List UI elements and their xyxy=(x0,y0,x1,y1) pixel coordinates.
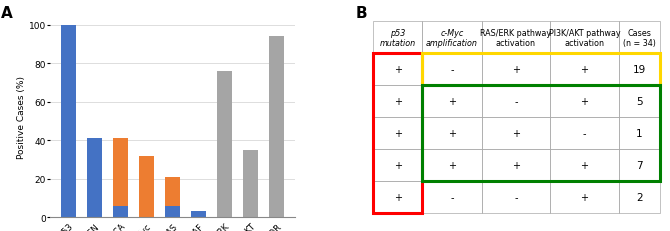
Bar xyxy=(550,22,619,54)
Bar xyxy=(165,177,180,206)
Bar xyxy=(373,149,422,181)
Text: +: + xyxy=(512,160,520,170)
Bar xyxy=(165,206,180,217)
Bar xyxy=(422,149,482,181)
Text: +: + xyxy=(448,129,456,139)
Bar xyxy=(373,118,422,149)
Text: 2: 2 xyxy=(636,192,643,202)
Bar xyxy=(482,118,550,149)
Text: 5: 5 xyxy=(636,97,643,107)
Bar xyxy=(550,118,619,149)
Bar xyxy=(422,86,482,118)
Bar xyxy=(422,54,661,86)
Text: RAS/ERK pathway
activation: RAS/ERK pathway activation xyxy=(480,28,551,48)
Bar xyxy=(192,211,206,217)
Bar xyxy=(619,181,661,213)
Bar xyxy=(482,86,550,118)
Text: p53
mutation: p53 mutation xyxy=(379,28,416,48)
Text: PI3K/AKT pathway
activation: PI3K/AKT pathway activation xyxy=(549,28,620,48)
Bar xyxy=(422,181,482,213)
Bar xyxy=(619,118,661,149)
Text: A: A xyxy=(1,6,13,21)
Text: +: + xyxy=(512,65,520,75)
Bar xyxy=(373,181,422,213)
Text: +: + xyxy=(448,160,456,170)
Text: 1: 1 xyxy=(636,129,643,139)
Bar xyxy=(373,54,422,86)
Bar xyxy=(422,86,661,181)
Bar xyxy=(373,22,422,54)
Bar xyxy=(62,26,76,217)
Text: -: - xyxy=(450,192,454,202)
Text: 19: 19 xyxy=(633,65,647,75)
Bar xyxy=(422,22,482,54)
Bar xyxy=(373,54,422,213)
Y-axis label: Positive Cases (%): Positive Cases (%) xyxy=(17,75,26,158)
Bar xyxy=(619,149,661,181)
Text: +: + xyxy=(394,192,401,202)
Text: +: + xyxy=(512,129,520,139)
Bar xyxy=(619,22,661,54)
Bar xyxy=(482,54,550,86)
Bar xyxy=(482,22,550,54)
Bar xyxy=(269,37,283,217)
Text: +: + xyxy=(394,65,401,75)
Bar xyxy=(243,150,257,217)
Bar xyxy=(373,86,422,118)
Bar xyxy=(482,181,550,213)
Text: +: + xyxy=(394,97,401,107)
Bar xyxy=(550,86,619,118)
Text: -: - xyxy=(514,192,518,202)
Text: -: - xyxy=(450,65,454,75)
Bar xyxy=(217,72,232,217)
Bar xyxy=(422,118,482,149)
Bar xyxy=(619,86,661,118)
Text: 7: 7 xyxy=(636,160,643,170)
Bar xyxy=(550,149,619,181)
Text: -: - xyxy=(514,97,518,107)
Bar xyxy=(139,156,153,217)
Text: +: + xyxy=(580,97,588,107)
Text: +: + xyxy=(580,192,588,202)
Text: B: B xyxy=(355,6,367,21)
Text: +: + xyxy=(580,160,588,170)
Text: +: + xyxy=(448,97,456,107)
Bar xyxy=(87,139,102,217)
Text: +: + xyxy=(394,129,401,139)
Bar xyxy=(550,54,619,86)
Text: Cases
(n = 34): Cases (n = 34) xyxy=(623,28,656,48)
Bar xyxy=(482,149,550,181)
Bar xyxy=(619,54,661,86)
Bar xyxy=(113,206,128,217)
Text: +: + xyxy=(580,65,588,75)
Bar xyxy=(422,54,482,86)
Text: c-Myc
amplification: c-Myc amplification xyxy=(426,28,478,48)
Text: -: - xyxy=(583,129,586,139)
Text: +: + xyxy=(394,160,401,170)
Bar xyxy=(550,181,619,213)
Bar xyxy=(113,139,128,206)
